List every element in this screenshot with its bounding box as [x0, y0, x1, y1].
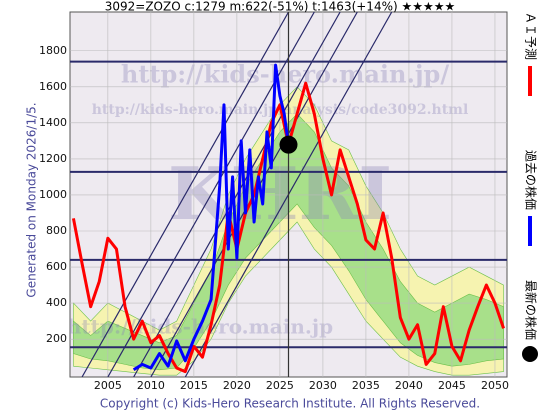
y-tick-label: 1600 — [39, 80, 67, 93]
latest-point — [279, 135, 298, 154]
band — [73, 113, 504, 371]
x-tick-label: 2015 — [180, 379, 208, 392]
x-tick-label: 2030 — [309, 379, 337, 392]
x-tick-label: 2010 — [137, 379, 165, 392]
y-tick-label: 1400 — [39, 116, 67, 129]
x-tick-label: 2020 — [223, 379, 251, 392]
legend-label: 過去の株価 — [524, 150, 539, 210]
trend-line — [133, 12, 341, 377]
legend-swatch — [522, 346, 538, 363]
trend-line — [107, 12, 315, 377]
series-line — [132, 63, 290, 372]
x-tick-label: 2025 — [266, 379, 294, 392]
chart-title: 3092=ZOZO c:1279 m:622(-51%) t:1463(+14%… — [105, 0, 456, 14]
x-tick-label: 2035 — [352, 379, 380, 392]
y-tick-label: 400 — [46, 296, 67, 309]
y-tick-label: 1800 — [39, 44, 67, 57]
legend-label: ＡＩ予測 — [524, 12, 538, 60]
y-tick-label: 600 — [46, 260, 67, 273]
legend-label: 最新の株価 — [524, 280, 539, 340]
footer: Copyright (c) Kids-Hero Research Institu… — [100, 397, 480, 411]
y-tick-label: 800 — [46, 224, 67, 237]
x-tick-label: 2040 — [395, 379, 423, 392]
trend-line — [81, 12, 290, 377]
y-tick-label: 200 — [46, 332, 67, 345]
side-note: Generated on Monday 2026/1/5. — [25, 102, 39, 297]
x-tick-label: 2005 — [94, 379, 122, 392]
plot: http://kids-hero.main.jp/http://kids-her… — [70, 12, 507, 377]
x-tick-label: 2050 — [481, 379, 509, 392]
x-tick-label: 2045 — [438, 379, 466, 392]
y-tick-label: 1200 — [39, 152, 67, 165]
y-tick-label: 1000 — [39, 188, 67, 201]
